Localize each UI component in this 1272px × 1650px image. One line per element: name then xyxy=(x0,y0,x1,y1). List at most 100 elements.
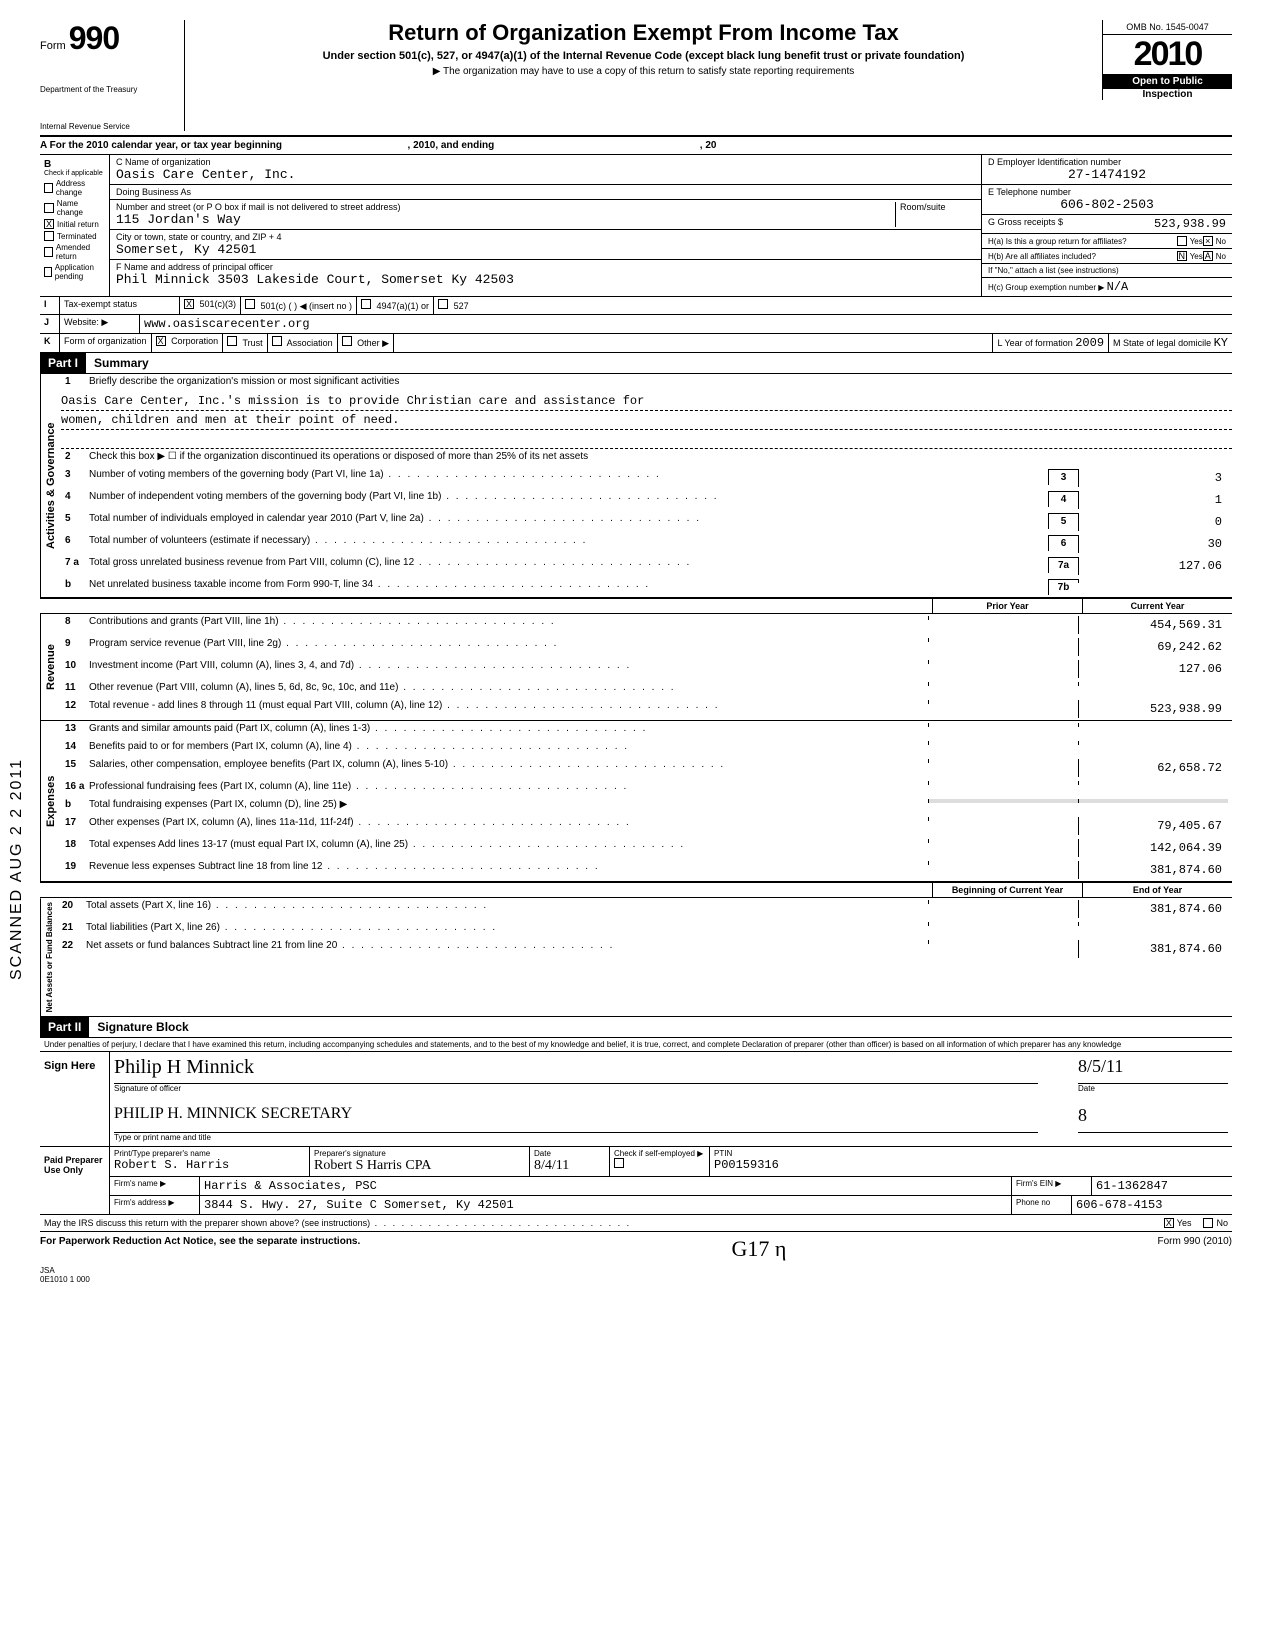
website-value[interactable]: www.oasiscarecenter.org xyxy=(140,315,1232,333)
hb-a[interactable]: A xyxy=(1203,251,1213,261)
val-12[interactable]: 523,938.99 xyxy=(1078,700,1228,718)
val-17[interactable]: 79,405.67 xyxy=(1078,817,1228,835)
cb-corp[interactable]: X xyxy=(156,336,166,346)
cb-501c[interactable] xyxy=(245,299,255,309)
line-13: 13Grants and similar amounts paid (Part … xyxy=(61,721,1232,739)
val-16a[interactable] xyxy=(1078,781,1228,785)
val-11[interactable] xyxy=(1078,682,1228,686)
val-21[interactable] xyxy=(1078,922,1228,926)
col-b-sub: Check if applicable xyxy=(44,170,105,177)
street-value[interactable]: 115 Jordan's Way xyxy=(116,212,895,227)
cb-discuss-yes[interactable]: X xyxy=(1164,1218,1174,1228)
sig-date[interactable]: 8/5/11 xyxy=(1078,1056,1228,1084)
gross-value[interactable]: 523,938.99 xyxy=(1154,217,1226,231)
cb-527[interactable] xyxy=(438,299,448,309)
typed-name[interactable]: PHILIP H. MINNICK SECRETARY xyxy=(114,1105,1038,1133)
val-22[interactable]: 381,874.60 xyxy=(1078,940,1228,958)
val-7b[interactable] xyxy=(1078,579,1228,583)
val-20[interactable]: 381,874.60 xyxy=(1078,900,1228,918)
city-value[interactable]: Somerset, Ky 42501 xyxy=(116,242,975,257)
typed-label: Type or print name and title xyxy=(114,1133,1038,1142)
part1-label: Part I xyxy=(40,353,86,373)
row-a-end: , 20 xyxy=(700,140,717,151)
col-end: End of Year xyxy=(1082,883,1232,897)
typed-8[interactable]: 8 xyxy=(1078,1105,1228,1133)
form-ref: Form 990 (2010) xyxy=(1158,1236,1232,1262)
hc-value[interactable]: N/A xyxy=(1107,280,1129,294)
ptin-value[interactable]: P00159316 xyxy=(714,1158,1228,1172)
col-b: B Check if applicable Address change Nam… xyxy=(40,155,110,296)
firm-addr[interactable]: 3844 S. Hwy. 27, Suite C Somerset, Ky 42… xyxy=(200,1196,1012,1214)
line-19: 19Revenue less expenses Subtract line 18… xyxy=(61,859,1232,881)
ha-yes-cb[interactable] xyxy=(1177,236,1187,246)
phone-label: Phone no xyxy=(1012,1196,1072,1214)
cb-self-employed[interactable] xyxy=(614,1158,624,1168)
val-18[interactable]: 142,064.39 xyxy=(1078,839,1228,857)
form-year-block: OMB No. 1545-0047 2010 Open to Public In… xyxy=(1102,20,1232,100)
cb-application[interactable]: Application pending xyxy=(44,263,105,281)
val-14[interactable] xyxy=(1078,741,1228,745)
val-4[interactable]: 1 xyxy=(1078,491,1228,509)
val-9[interactable]: 69,242.62 xyxy=(1078,638,1228,656)
jsa: JSA xyxy=(40,1266,1232,1275)
cb-trust[interactable] xyxy=(227,336,237,346)
cb-discuss-no[interactable] xyxy=(1203,1218,1213,1228)
cb-initial[interactable]: XInitial return xyxy=(44,219,105,229)
prep-name[interactable]: Robert S. Harris xyxy=(114,1158,305,1172)
jsa-code: 0E1010 1 000 xyxy=(40,1275,1232,1284)
city-row: City or town, state or country, and ZIP … xyxy=(110,230,981,260)
val-3[interactable]: 3 xyxy=(1078,469,1228,487)
cb-address[interactable]: Address change xyxy=(44,179,105,197)
street-label: Number and street (or P O box if mail is… xyxy=(116,202,400,212)
state-domicile[interactable]: KY xyxy=(1214,336,1228,350)
val-10[interactable]: 127.06 xyxy=(1078,660,1228,678)
year-formation[interactable]: 2009 xyxy=(1075,336,1104,350)
line-2: 2Check this box ▶ ☐ if the organization … xyxy=(61,449,1232,467)
line-14: 14Benefits paid to or for members (Part … xyxy=(61,739,1232,757)
form-word: Form xyxy=(40,40,66,52)
ha-no-cb[interactable]: × xyxy=(1203,236,1213,246)
val-7a[interactable]: 127.06 xyxy=(1078,557,1228,575)
val-19[interactable]: 381,874.60 xyxy=(1078,861,1228,879)
part1-header: Part I Summary xyxy=(40,353,1232,374)
perjury-statement: Under penalties of perjury, I declare th… xyxy=(40,1038,1232,1052)
org-name[interactable]: Oasis Care Center, Inc. xyxy=(116,167,975,182)
cb-assoc[interactable] xyxy=(272,336,282,346)
mission-line-1[interactable]: Oasis Care Center, Inc.'s mission is to … xyxy=(61,392,1232,411)
vert-revenue: Revenue xyxy=(40,614,61,720)
prep-signature[interactable]: Robert S Harris CPA xyxy=(314,1158,525,1174)
prep-date[interactable]: 8/4/11 xyxy=(534,1158,605,1174)
officer-value[interactable]: Phil Minnick 3503 Lakeside Court, Somers… xyxy=(116,272,975,287)
line-10: 10Investment income (Part VIII, column (… xyxy=(61,658,1232,680)
officer-row: F Name and address of principal officer … xyxy=(110,260,981,289)
org-name-label: C Name of organization xyxy=(116,157,211,167)
ein-value[interactable]: 27-1474192 xyxy=(988,167,1226,182)
firm-ein[interactable]: 61-1362847 xyxy=(1092,1177,1232,1195)
val-5[interactable]: 0 xyxy=(1078,513,1228,531)
mission-line-3[interactable] xyxy=(61,430,1232,449)
firm-name[interactable]: Harris & Associates, PSC xyxy=(200,1177,1012,1195)
phone-value[interactable]: 606-678-4153 xyxy=(1072,1196,1232,1214)
cb-4947[interactable] xyxy=(361,299,371,309)
hb-n[interactable]: N xyxy=(1177,251,1187,261)
mission-line-2[interactable]: women, children and men at their point o… xyxy=(61,411,1232,430)
cb-501c3[interactable]: X xyxy=(184,299,194,309)
cb-terminated[interactable]: Terminated xyxy=(44,231,105,241)
row-k: K Form of organization X Corporation Tru… xyxy=(40,334,1232,353)
val-13[interactable] xyxy=(1078,723,1228,727)
city-label: City or town, state or country, and ZIP … xyxy=(116,232,282,242)
cb-other[interactable] xyxy=(342,336,352,346)
line-7a: 7 aTotal gross unrelated business revenu… xyxy=(61,555,1232,577)
tax-year: 2010 xyxy=(1103,35,1232,74)
val-15[interactable]: 62,658.72 xyxy=(1078,759,1228,777)
col-c: C Name of organization Oasis Care Center… xyxy=(110,155,982,296)
tel-value[interactable]: 606-802-2503 xyxy=(988,197,1226,212)
officer-signature[interactable]: Philip H Minnick xyxy=(114,1056,1038,1084)
officer-label: F Name and address of principal officer xyxy=(116,262,273,272)
val-6[interactable]: 30 xyxy=(1078,535,1228,553)
cb-name-change[interactable]: Name change xyxy=(44,199,105,217)
ha-label: H(a) Is this a group return for affiliat… xyxy=(988,237,1177,246)
val-8[interactable]: 454,569.31 xyxy=(1078,616,1228,634)
part1-title: Summary xyxy=(86,353,157,373)
cb-amended[interactable]: Amended return xyxy=(44,243,105,261)
